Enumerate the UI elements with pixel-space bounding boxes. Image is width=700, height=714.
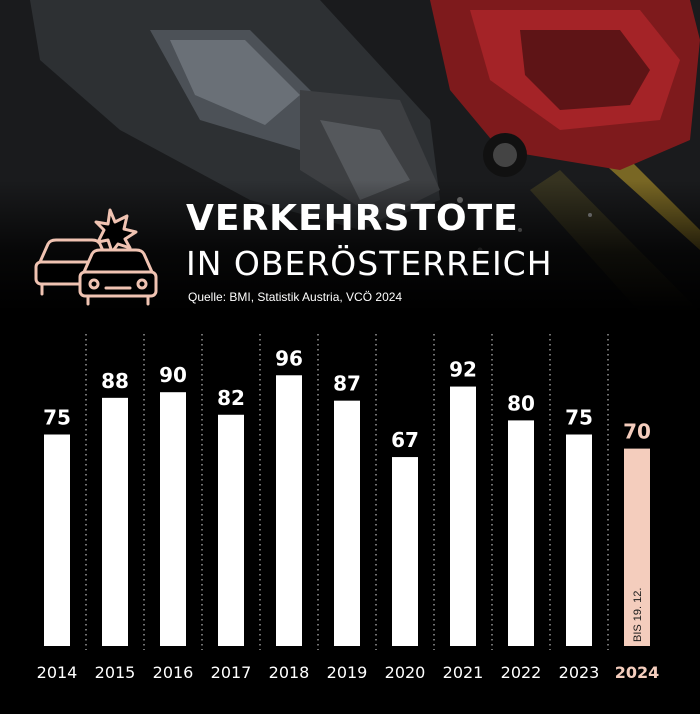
title-line-1: VERKEHRSTOTE <box>186 198 519 239</box>
bar-2014 <box>44 434 70 646</box>
value-label-2024: 70 <box>623 420 651 444</box>
value-label-2016: 90 <box>159 363 187 387</box>
category-label-2017: 2017 <box>211 663 252 682</box>
bar-2024 <box>624 448 650 646</box>
bar-chart-svg: 75 2014 88 2015 90 2016 82 2017 96 2018 87 2019 67 20… <box>37 334 660 682</box>
bar-2017 <box>218 414 244 646</box>
bar-2019 <box>334 400 360 646</box>
bar-2015 <box>102 397 128 646</box>
value-label-2021: 92 <box>449 358 477 382</box>
category-label-2021: 2021 <box>443 663 484 682</box>
value-label-2015: 88 <box>101 369 129 393</box>
bar-2022 <box>508 420 534 646</box>
bar-2018 <box>276 375 302 646</box>
category-label-2023: 2023 <box>559 663 600 682</box>
bar-2023 <box>566 434 592 646</box>
title-line-2: IN OBERÖSTERREICH <box>186 244 553 283</box>
bar-2021 <box>450 386 476 646</box>
highlight-note: BIS 19. 12. <box>632 588 644 642</box>
value-label-2014: 75 <box>43 406 71 430</box>
bar-chart: 75 2014 88 2015 90 2016 82 2017 96 2018 87 2019 67 20… <box>0 320 700 714</box>
category-label-2016: 2016 <box>153 663 194 682</box>
car-crash-photo <box>0 0 700 312</box>
category-label-2018: 2018 <box>269 663 310 682</box>
bar-2020 <box>392 457 418 646</box>
car-crash-icon <box>32 206 164 310</box>
value-label-2017: 82 <box>217 386 245 410</box>
bar-2016 <box>160 392 186 646</box>
category-label-2022: 2022 <box>501 663 542 682</box>
value-label-2019: 87 <box>333 372 361 396</box>
value-label-2022: 80 <box>507 391 535 415</box>
value-label-2020: 67 <box>391 428 419 452</box>
source-note: Quelle: BMI, Statistik Austria, VCÖ 2024 <box>188 290 403 304</box>
value-label-2023: 75 <box>565 406 593 430</box>
category-label-2014: 2014 <box>37 663 78 682</box>
category-label-2015: 2015 <box>95 663 136 682</box>
value-label-2018: 96 <box>275 346 303 370</box>
category-label-2020: 2020 <box>385 663 426 682</box>
category-label-2024: 2024 <box>615 663 660 682</box>
category-label-2019: 2019 <box>327 663 368 682</box>
